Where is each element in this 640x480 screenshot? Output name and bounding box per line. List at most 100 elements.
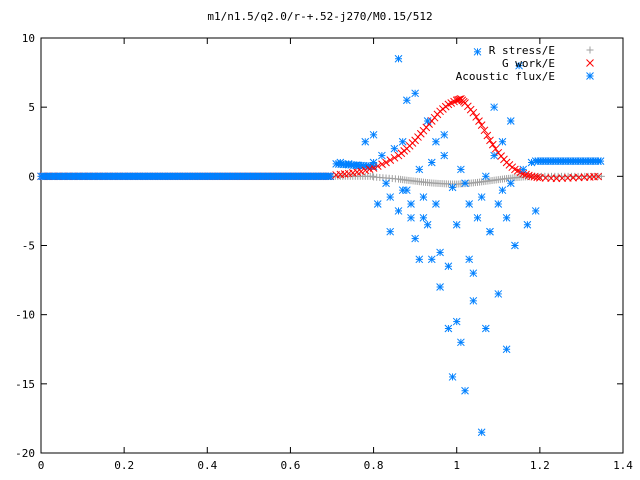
marker-stroke [402,96,411,105]
marker-stroke [541,174,550,182]
marker-stroke [490,151,498,160]
marker-stroke [436,283,444,291]
marker-stroke [454,95,462,104]
acoustic-flux-point [506,117,515,125]
acoustic-flux-point [515,61,523,70]
marker-stroke [511,241,519,250]
marker-stroke [519,165,528,174]
acoustic-flux-point [440,151,449,160]
marker-stroke [472,113,481,121]
marker-stroke [444,262,453,271]
y-tick-label: 10 [22,32,35,45]
marker-stroke [586,72,594,80]
marker-stroke [506,179,515,188]
legend-marker [586,72,594,80]
marker-stroke [494,200,503,208]
marker-stroke [481,172,490,181]
legend-marker [586,46,594,54]
acoustic-flux-point [336,158,345,167]
marker-stroke [398,137,407,146]
acoustic-flux-point [452,317,461,326]
g-work-point [455,95,464,104]
acoustic-flux-point [326,172,335,181]
acoustic-flux-point [361,137,370,146]
g-work-point [536,173,544,182]
g-work-point [486,136,494,145]
acoustic-flux-point [432,200,440,208]
acoustic-flux-point [436,248,444,257]
g-work-point [378,160,386,169]
marker-stroke [477,193,486,201]
marker-stroke [448,373,457,381]
marker-stroke [465,200,474,208]
acoustic-flux-point [415,165,424,174]
marker-stroke [452,96,461,105]
acoustic-flux-point [419,213,428,222]
marker-stroke [411,234,419,243]
marker-stroke [490,103,498,112]
marker-stroke [486,227,494,236]
marker-stroke [390,153,399,162]
x-tick-label: 0.4 [197,459,217,472]
acoustic-flux-point [419,193,428,201]
marker-stroke [407,200,415,208]
g-work-point [357,167,365,176]
marker-stroke [415,255,424,264]
acoustic-flux-point [486,227,494,236]
marker-stroke [423,220,432,229]
acoustic-flux-point [477,428,486,437]
marker-stroke [461,179,469,188]
x-tick-label: 1.2 [530,459,550,472]
marker-stroke [569,173,577,182]
acoustic-flux-point [411,234,419,243]
marker-stroke [402,186,411,195]
marker-stroke [407,213,415,222]
y-tick-label: -10 [15,309,35,322]
y-tick-label: -5 [22,240,35,253]
marker-stroke [480,126,489,135]
marker-stroke [386,156,395,165]
marker-stroke [326,172,335,181]
marker-stroke [369,158,378,167]
acoustic-flux-point [448,183,457,192]
marker-stroke [373,162,382,171]
x-tick-label: 1 [453,459,460,472]
marker-stroke [498,186,507,195]
marker-stroke [502,345,511,354]
marker-stroke [596,157,605,165]
marker-stroke [423,117,432,125]
x-tick-label: 1.4 [613,459,633,472]
marker-stroke [465,255,474,264]
marker-stroke [563,174,572,182]
g-work-point [594,172,603,181]
acoustic-flux-point [353,161,361,170]
acoustic-flux-point [469,269,478,278]
marker-stroke [461,386,469,395]
y-tick-label: 0 [28,170,35,183]
marker-stroke [469,296,478,305]
acoustic-flux-point [427,255,436,264]
marker-stroke [452,220,461,229]
acoustic-flux-point [423,220,432,229]
marker-stroke [527,158,536,167]
acoustic-flux-point [411,89,419,98]
acoustic-flux-point [461,386,469,395]
acoustic-flux-point [448,373,457,381]
acoustic-flux-point [378,151,386,160]
r-stress-point [369,172,377,180]
marker-stroke [473,213,482,222]
g-work-point [552,174,561,183]
marker-stroke [357,167,365,176]
marker-stroke [511,165,519,174]
marker-stroke [427,158,436,167]
g-work-point [386,156,395,165]
acoustic-flux-point [477,193,486,201]
x-tick-label: 0 [38,459,45,472]
g-work-point [558,174,566,183]
acoustic-flux-point [386,227,395,236]
marker-stroke [432,137,440,146]
acoustic-flux-point [494,290,503,298]
acoustic-flux-point [465,255,474,264]
marker-stroke [506,117,515,125]
